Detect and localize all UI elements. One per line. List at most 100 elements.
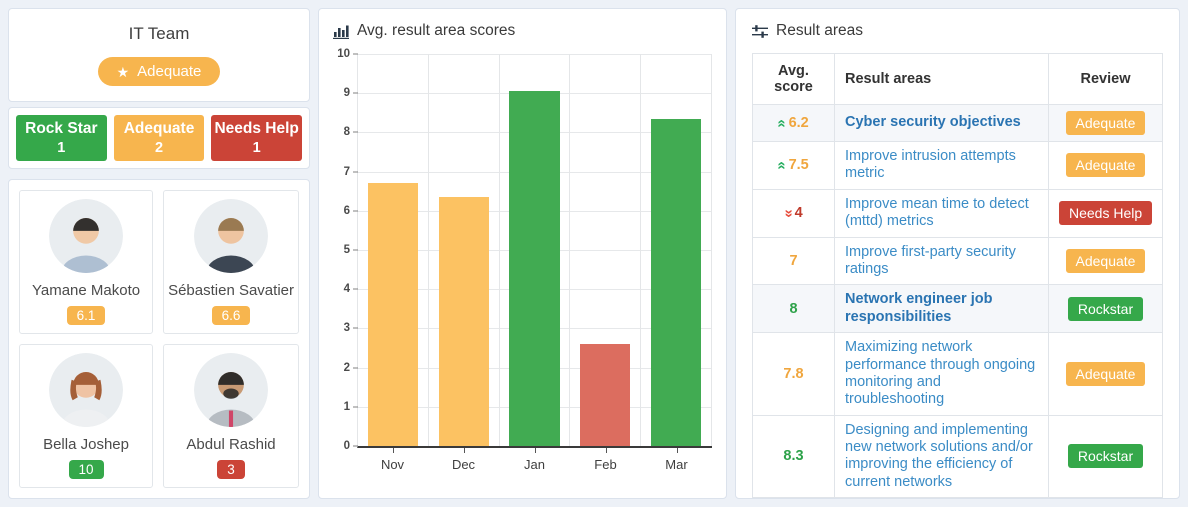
y-axis-tick <box>353 210 358 212</box>
review-badge: Rockstar <box>1067 444 1144 469</box>
avg-score-cell: 7.8 <box>752 332 835 416</box>
member-name: Abdul Rashid <box>186 436 276 453</box>
chart-title: Avg. result area scores <box>357 22 516 39</box>
y-axis-label: 8 <box>343 126 350 139</box>
y-axis-tick <box>353 367 358 369</box>
result-area-link[interactable]: Cyber security objectives <box>845 114 1021 131</box>
member-card-bella-joshep[interactable]: Bella Joshep 10 <box>19 344 154 488</box>
y-axis-label: 2 <box>343 361 350 374</box>
result-area-link[interactable]: Improve intrusion attempts metric <box>845 148 1016 182</box>
chart-column-jan <box>500 54 571 446</box>
result-areas-header: Result areas <box>752 22 1163 40</box>
member-score-badge: 6.6 <box>211 306 251 325</box>
summary-box-rock-star: Rock Star 1 <box>16 115 107 161</box>
team-title: IT Team <box>128 24 190 43</box>
review-badge: Adequate <box>1065 111 1146 135</box>
table-row[interactable]: «6.2 Cyber security objectives Adequate <box>752 104 1163 142</box>
header-review: Review <box>1048 53 1163 105</box>
table-row[interactable]: «4 Improve mean time to detect (mttd) met… <box>752 188 1163 238</box>
y-axis-label: 9 <box>343 87 350 100</box>
y-axis-label: 4 <box>343 283 350 296</box>
score-value: 7 <box>789 252 798 269</box>
avatar <box>194 353 269 427</box>
bar-feb[interactable] <box>580 344 631 446</box>
y-axis-tick <box>353 131 358 133</box>
summary-box-needs-help: Needs Help 1 <box>211 115 303 161</box>
table-header-row: Avg. score Result areas Review <box>752 53 1163 105</box>
review-badge: Needs Help <box>1059 201 1153 226</box>
table-row[interactable]: 7.8 Maximizing network performance throug… <box>752 332 1163 416</box>
score-value: 7.5 <box>788 157 809 174</box>
x-axis-label-jan: Jan <box>499 448 570 472</box>
bar-dec[interactable] <box>438 197 489 446</box>
result-areas-title: Result areas <box>776 22 864 39</box>
table-row[interactable]: 7 Improve first-party security ratings Ade… <box>752 236 1163 286</box>
result-areas-panel: Result areas Avg. score Result areas Rev… <box>735 8 1180 499</box>
score-value: 8 <box>789 300 798 317</box>
x-axis-label-nov: Nov <box>357 448 428 472</box>
summary-box-label: Needs Help <box>214 119 299 137</box>
result-area-link[interactable]: Network engineer job responsibilities <box>845 291 993 325</box>
chart-column-feb <box>570 54 642 446</box>
score-value: 4 <box>794 205 803 222</box>
chart-column-nov <box>358 54 429 446</box>
table-row[interactable]: 8.3 Designing and implementing new networ… <box>752 414 1163 499</box>
summary-box-adequate: Adequate 2 <box>113 115 205 161</box>
y-axis-tick <box>353 249 358 251</box>
bar-mar[interactable] <box>650 118 702 446</box>
avatar <box>194 199 269 273</box>
result-area-link[interactable]: Improve first-party security ratings <box>845 243 1016 277</box>
result-area-cell: Improve first-party security ratings <box>834 236 1049 286</box>
gridline <box>358 54 712 55</box>
review-cell: Rockstar <box>1048 414 1163 499</box>
y-axis-label: 1 <box>343 400 350 413</box>
result-area-cell: Maximizing network performance through o… <box>834 332 1049 416</box>
result-areas-table: Avg. score Result areas Review «6.2 Cyber… <box>752 53 1163 499</box>
chart-column-dec <box>429 54 500 446</box>
y-axis-tick <box>353 288 358 290</box>
trend-down-icon: « <box>779 209 797 218</box>
result-area-cell: Improve mean time to detect (mttd) metri… <box>834 188 1049 238</box>
summary-card: Rock Star 1 Adequate 2 Needs Help 1 <box>8 107 310 169</box>
member-card-abdul-rashid[interactable]: Abdul Rashid 3 <box>163 344 299 488</box>
trend-up-icon: « <box>773 119 791 128</box>
summary-box-count: 1 <box>252 139 261 156</box>
result-area-link[interactable]: Improve mean time to detect (mttd) metri… <box>845 195 1029 230</box>
header-result-areas: Result areas <box>834 53 1049 105</box>
table-row[interactable]: «7.5 Improve intrusion attempts metric Ade… <box>752 141 1163 190</box>
y-axis-tick <box>353 445 358 447</box>
review-cell: Rockstar <box>1048 284 1163 334</box>
review-cell: Adequate <box>1048 141 1163 190</box>
member-score-badge: 10 <box>68 460 104 479</box>
bar-nov[interactable] <box>367 183 419 446</box>
review-cell: Needs Help <box>1048 188 1163 238</box>
result-area-cell: Network engineer job responsibilities <box>834 284 1049 334</box>
member-name: Sébastien Savatier <box>168 282 294 299</box>
y-axis-tick <box>353 53 358 55</box>
review-badge: Adequate <box>1065 248 1146 273</box>
y-axis: 0 1 2 3 4 5 6 7 8 9 10 <box>333 48 357 452</box>
review-badge: Adequate <box>1065 361 1146 386</box>
y-axis-label: 0 <box>343 440 350 452</box>
result-area-cell: Improve intrusion attempts metric <box>834 141 1049 190</box>
score-value: 6.2 <box>788 115 809 131</box>
trend-up-icon: « <box>773 161 791 171</box>
star-icon: ★ <box>116 63 130 80</box>
avg-score-cell: «6.2 <box>752 104 835 142</box>
member-card-yamane-makoto[interactable]: Yamane Makoto 6.1 <box>19 190 154 334</box>
review-badge: Adequate <box>1065 153 1146 178</box>
result-areas-table-body: «6.2 Cyber security objectives Adequate «7.… <box>752 104 1163 499</box>
result-area-link[interactable]: Designing and implementing new network s… <box>845 421 1033 490</box>
bar-chart: 0 1 2 3 4 5 6 7 8 9 10 <box>333 48 712 452</box>
result-area-link[interactable]: Maximizing network performance through o… <box>845 339 1036 408</box>
member-name: Bella Joshep <box>43 436 129 453</box>
member-card-s-bastien-savatier[interactable]: Sébastien Savatier 6.6 <box>163 190 299 334</box>
avg-score-cell: 8.3 <box>752 414 835 499</box>
summary-box-label: Rock Star <box>25 119 98 137</box>
bar-jan[interactable] <box>509 91 560 446</box>
chart-panel-header: Avg. result area scores <box>333 22 712 40</box>
avg-score-cell: 7 <box>752 236 835 286</box>
x-axis-label-feb: Feb <box>570 448 641 472</box>
y-axis-tick <box>353 406 358 408</box>
table-row[interactable]: 8 Network engineer job responsibilities Ro… <box>752 284 1163 334</box>
